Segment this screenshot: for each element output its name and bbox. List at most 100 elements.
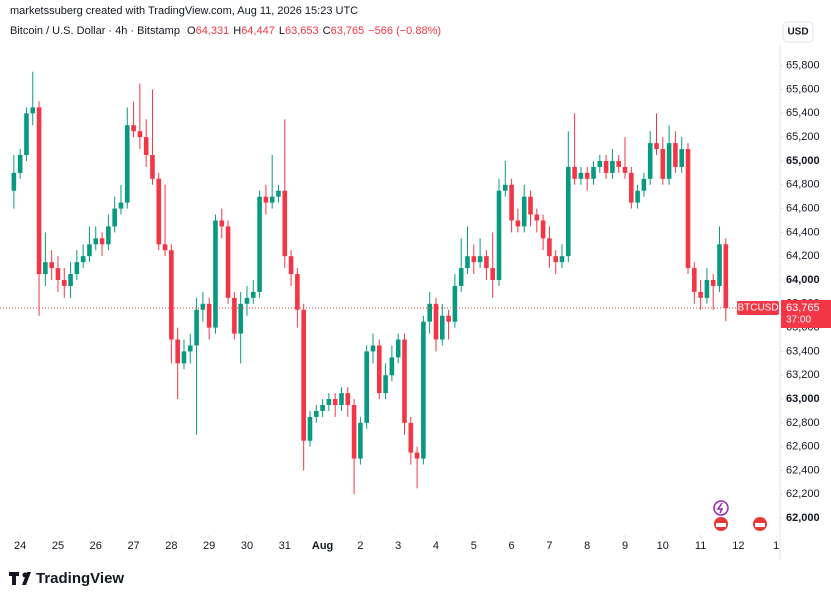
candle-body [320, 405, 325, 411]
x-tick-label: 8 [584, 540, 590, 552]
candle-body [553, 256, 559, 263]
candle-body [175, 339, 180, 364]
x-tick-label: 7 [546, 540, 552, 552]
candle-body [232, 297, 237, 334]
candle-body [181, 351, 187, 364]
candle-body [55, 268, 61, 280]
legend-key: H [233, 25, 241, 37]
y-tick-label: 62,800 [786, 417, 820, 429]
candle-body [225, 226, 231, 298]
y-tick-label: 65,800 [786, 60, 820, 72]
candle-body [150, 155, 155, 179]
candle-body [137, 131, 143, 138]
countdown-label: 37:00 [786, 315, 811, 326]
candle-body [698, 291, 703, 298]
y-tick-label: 64,600 [786, 202, 820, 214]
candle-body [288, 256, 294, 275]
candle-body [717, 244, 722, 286]
candle-body [358, 422, 363, 459]
candle-body [24, 113, 29, 155]
candle-body [269, 196, 275, 203]
candle-body [131, 125, 136, 132]
x-tick-label: 1 [773, 540, 779, 552]
candle-body [219, 220, 225, 227]
price-tag [781, 299, 831, 328]
candle-body [597, 160, 603, 167]
candle-body [647, 143, 653, 179]
x-tick-label: 24 [14, 540, 26, 552]
candle-body [351, 405, 357, 459]
candle-body [282, 190, 288, 257]
logo-mark [9, 572, 31, 585]
candle-body [421, 321, 426, 459]
candle-body [364, 351, 369, 423]
legend-key: C [323, 25, 331, 37]
ohlc-legend: Bitcoin / U.S. Dollar · 4h · Bitstamp O6… [10, 25, 441, 37]
candle-body [654, 143, 659, 150]
candle-body [124, 125, 130, 203]
candle-body [584, 172, 590, 179]
candle-body [30, 107, 36, 114]
candle-body [143, 137, 149, 155]
candle-body [93, 238, 99, 245]
candle-body [521, 196, 527, 227]
credit: marketssuberg created with TradingView.c… [10, 5, 358, 17]
candle-body [389, 357, 395, 376]
candle-body [206, 303, 212, 328]
icon [713, 500, 729, 516]
y-tick-label: 63,400 [786, 345, 820, 357]
candle-body [238, 303, 243, 334]
candle-body [17, 155, 23, 173]
candle-body [402, 339, 407, 423]
candle-body [263, 196, 269, 203]
candle-body [477, 256, 483, 263]
candle-body [629, 172, 634, 203]
candle-body [370, 345, 376, 352]
candle-body [610, 160, 615, 173]
candle-body [106, 226, 111, 245]
x-tick-label: 27 [127, 540, 139, 552]
candle-body [11, 172, 17, 191]
legend-key: O [187, 25, 196, 37]
symbol-tag-label: BTCUSD [737, 303, 778, 314]
candle-body [679, 149, 685, 167]
x-tick-label: 3 [395, 540, 401, 552]
x-tick-label: 31 [279, 540, 291, 552]
candle-body [458, 268, 464, 286]
candle-body [566, 166, 571, 257]
x-tick-label: 9 [622, 540, 628, 552]
candle-body [326, 399, 332, 405]
candle-body [414, 452, 420, 459]
y-tick-label: 63,000 [786, 393, 820, 405]
candle-body [723, 244, 729, 308]
brand: TradingView [36, 570, 124, 587]
candle-body [162, 244, 168, 251]
candle-body [528, 196, 533, 215]
x-tick-label: 28 [165, 540, 177, 552]
candle-body [301, 309, 306, 441]
logo [9, 572, 31, 585]
candle-body [673, 143, 678, 167]
candle-body [213, 220, 218, 328]
candle-body [685, 149, 691, 269]
candle-body [515, 220, 521, 227]
candle-body [446, 315, 451, 322]
candle-body [603, 160, 609, 173]
y-tick-label: 62,600 [786, 441, 820, 453]
x-tick-label: Aug [312, 540, 333, 552]
candle-body [376, 345, 382, 394]
candle-body [156, 178, 162, 245]
candle-body [112, 208, 117, 227]
candle-body [692, 268, 697, 292]
y-tick-label: 62,200 [786, 488, 820, 500]
candle-body [502, 184, 508, 191]
candle-body [80, 256, 86, 263]
candle-body [509, 184, 514, 221]
x-tick-label: 26 [90, 540, 102, 552]
currency-button[interactable] [782, 21, 814, 43]
candle-body [74, 262, 80, 275]
y-tick-label: 62,400 [786, 464, 820, 476]
legend-change: −566 (−0.88%) [368, 25, 441, 37]
candle-body [496, 190, 502, 280]
candle-body [169, 250, 174, 340]
